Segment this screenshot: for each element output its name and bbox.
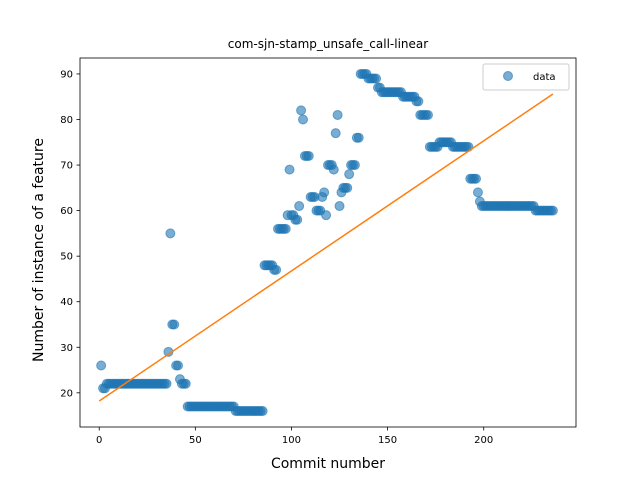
legend-box (482, 63, 570, 91)
x-tick-label: 50 (189, 435, 202, 446)
x-tick-label: 150 (378, 435, 397, 446)
data-point (298, 114, 309, 125)
data-point (321, 210, 332, 221)
data-point (332, 109, 343, 120)
data-point (284, 164, 295, 175)
data-point (280, 223, 291, 234)
data-point (342, 182, 353, 193)
x-tick-label: 0 (96, 435, 102, 446)
axes-frame (79, 57, 577, 428)
data-point (257, 406, 268, 417)
y-tick-label: 80 (60, 115, 73, 126)
fit-line (98, 93, 554, 402)
data-point (180, 378, 191, 389)
data-point (349, 160, 360, 171)
data-point (413, 96, 424, 107)
data-point (165, 228, 176, 239)
data-point (319, 187, 330, 198)
data-point (271, 264, 282, 275)
data-point (161, 378, 172, 389)
data-point (330, 128, 341, 139)
plot-area (96, 68, 558, 417)
y-tick-label: 50 (60, 252, 73, 263)
data-point (472, 187, 483, 198)
data-point (292, 214, 303, 225)
x-axis-label: Commit number (271, 456, 385, 472)
legend: data (482, 63, 570, 91)
y-tick-label: 40 (60, 297, 73, 308)
data-point (96, 360, 107, 371)
data-point (344, 169, 355, 180)
axes: 0 50 100 150 200 20 30 40 50 60 70 80 90 (60, 57, 577, 446)
data-point (173, 360, 184, 371)
y-axis-label: Number of instance of a feature (31, 138, 47, 362)
data-point (334, 201, 345, 212)
data-point (296, 105, 307, 116)
chart-title: com-sjn-stamp_unsafe_call-linear (228, 37, 428, 51)
y-tick-label: 90 (60, 69, 73, 80)
data-point (371, 73, 382, 84)
data-point (294, 201, 305, 212)
y-tick-label: 30 (60, 343, 73, 354)
x-tick-label: 200 (474, 435, 493, 446)
legend-marker-icon (503, 71, 513, 81)
data-point (303, 150, 314, 161)
data-point (169, 319, 180, 330)
y-tick-label: 60 (60, 206, 73, 217)
x-tick-label: 100 (282, 435, 301, 446)
data-point (422, 109, 433, 120)
legend-label-data: data (533, 72, 556, 83)
data-point (471, 173, 482, 184)
y-tick-label: 70 (60, 161, 73, 172)
data-point (328, 164, 339, 175)
data-point (547, 205, 558, 216)
data-point (353, 132, 364, 143)
y-tick-label: 20 (60, 388, 73, 399)
